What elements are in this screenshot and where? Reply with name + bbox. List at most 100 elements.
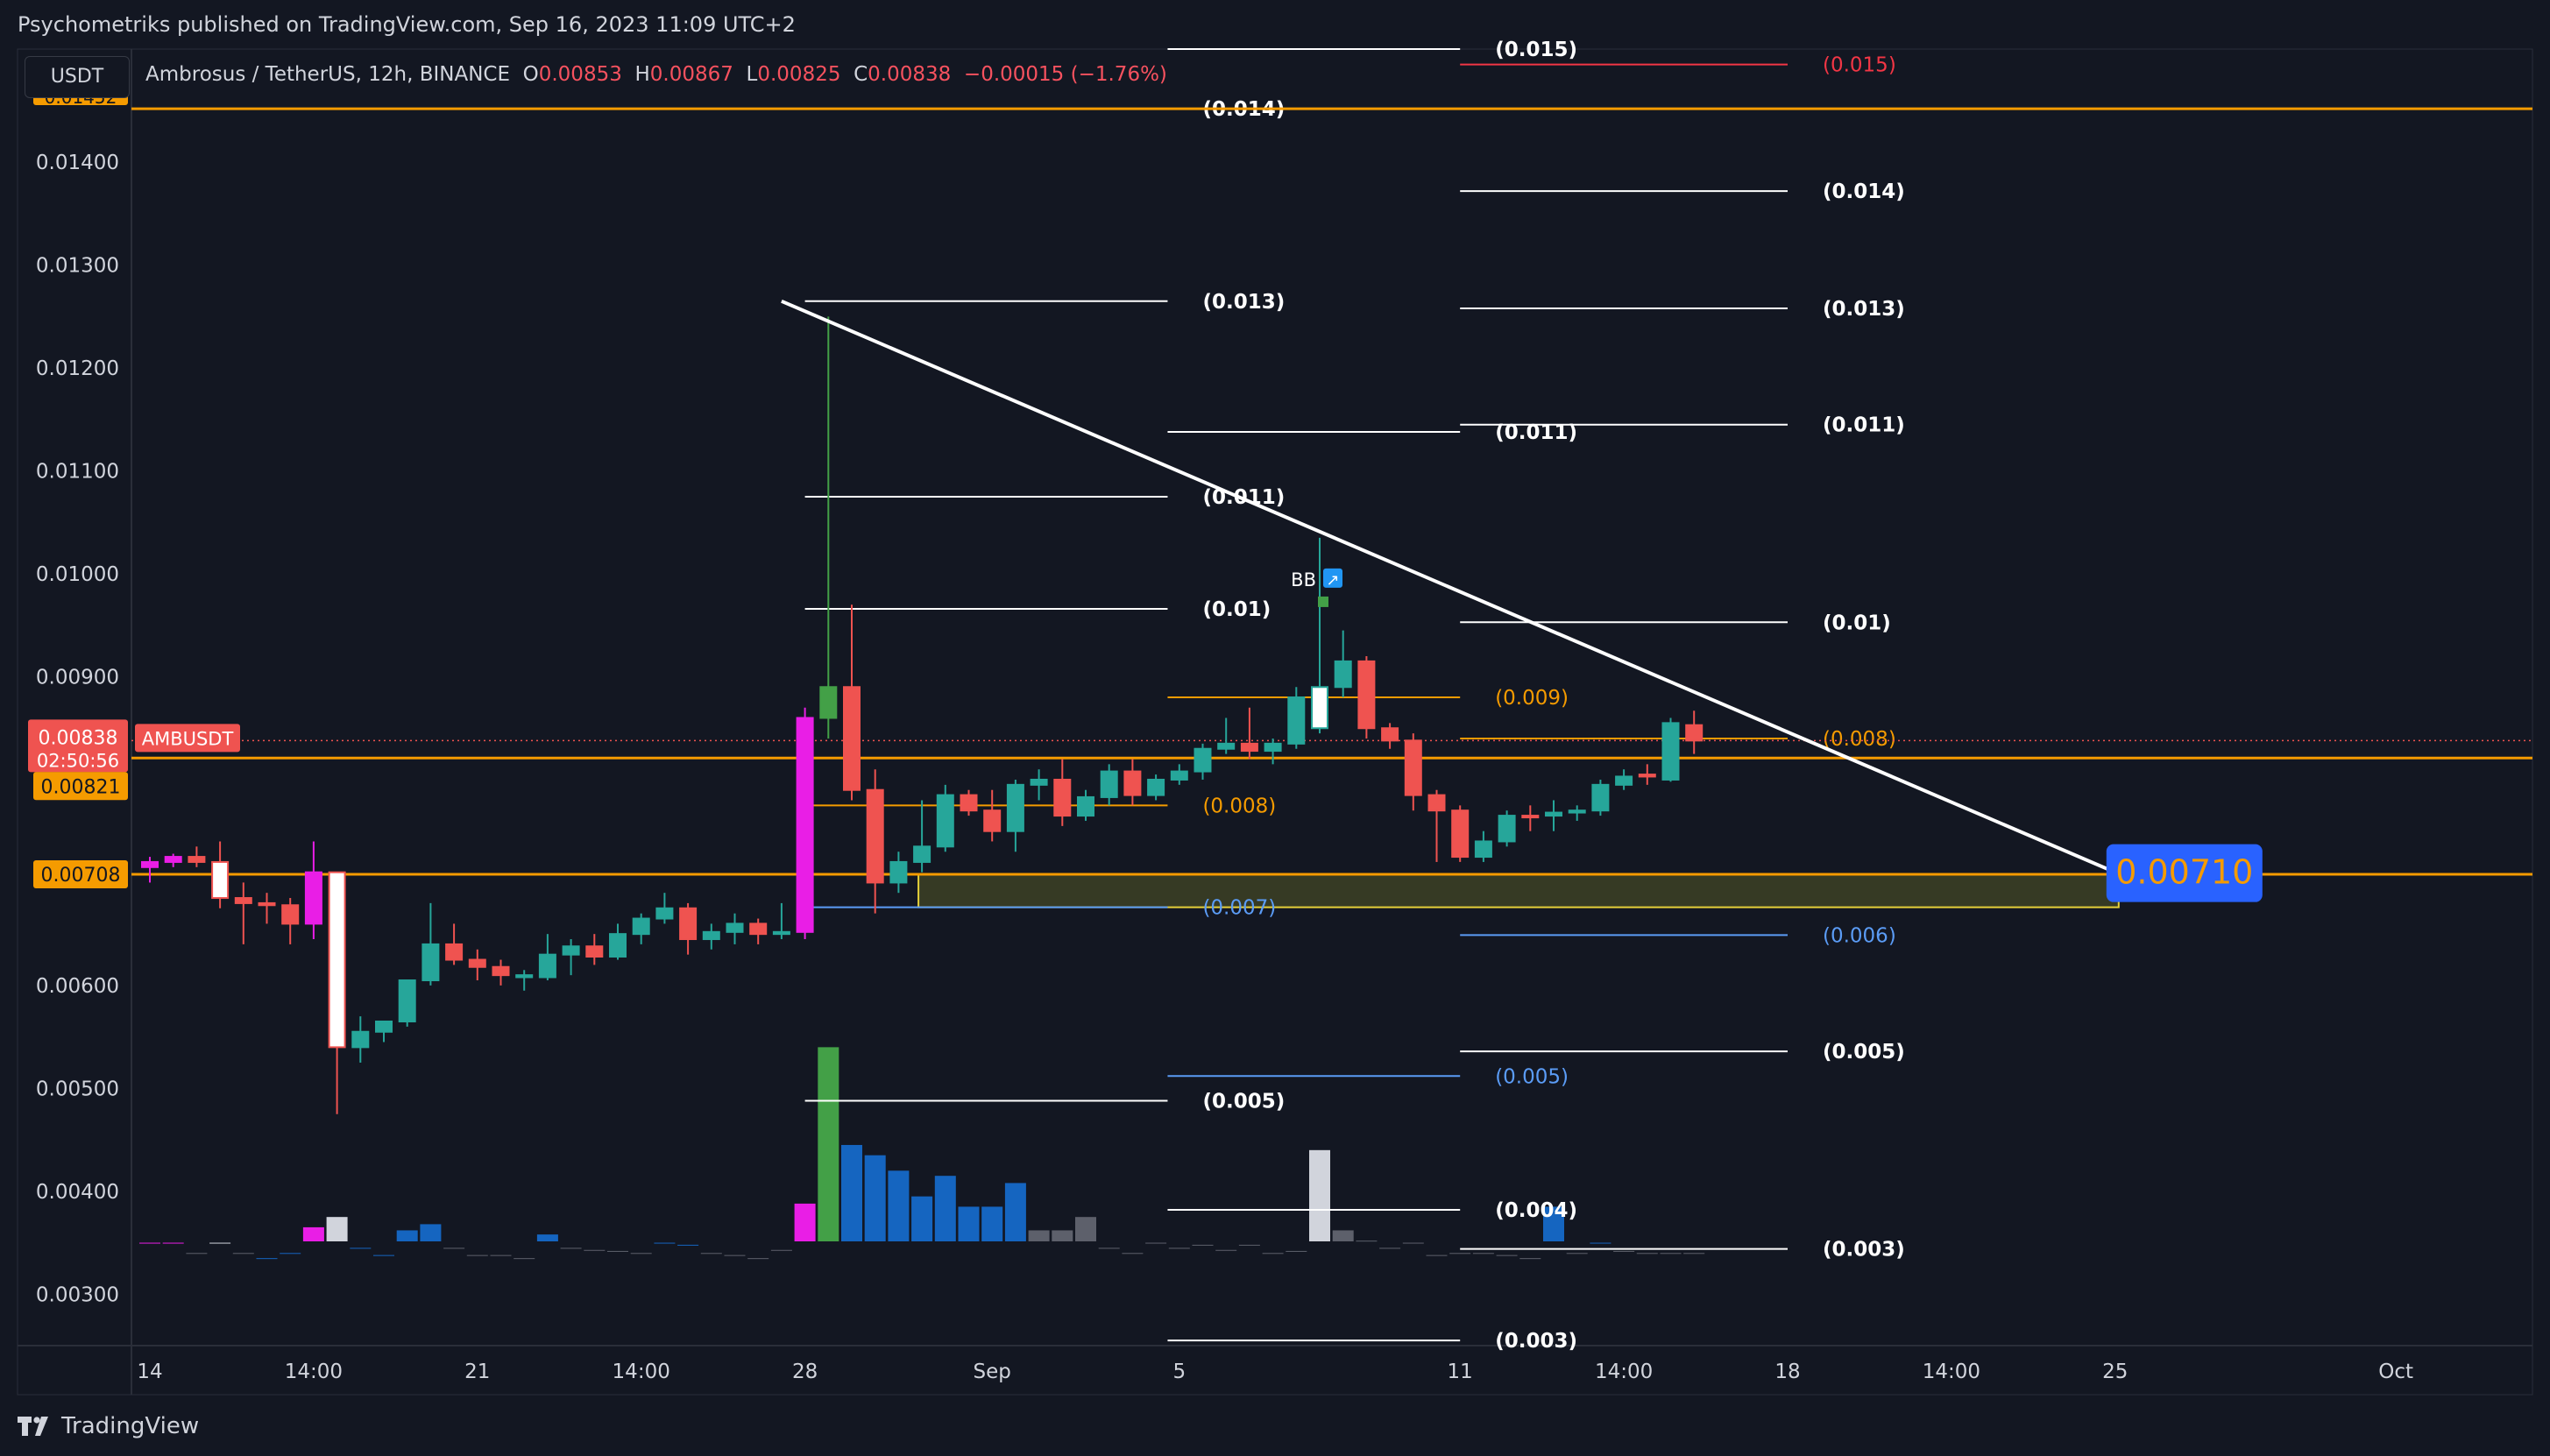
volume-bar bbox=[139, 1242, 160, 1244]
currency-selector[interactable]: USDT bbox=[25, 56, 130, 98]
candle-body bbox=[585, 945, 604, 958]
volume-bar bbox=[1636, 1253, 1658, 1255]
volume-bar bbox=[934, 1176, 956, 1241]
candle-body bbox=[1170, 770, 1188, 781]
y-tick-label: 0.01200 bbox=[36, 357, 119, 380]
currency-label: USDT bbox=[50, 66, 104, 88]
candle-body bbox=[1521, 815, 1540, 819]
fib-level-label: (0.01) bbox=[1823, 611, 1891, 634]
volume-bar bbox=[1286, 1250, 1307, 1252]
x-tick-label: 14:00 bbox=[1595, 1361, 1653, 1383]
candle-body bbox=[1053, 778, 1072, 817]
fib-level-label: (0.011) bbox=[1823, 414, 1905, 437]
candle-body bbox=[983, 809, 1002, 832]
x-tick-label: Oct bbox=[2378, 1361, 2413, 1383]
candle-body bbox=[632, 917, 650, 936]
candle-body bbox=[889, 860, 908, 884]
volume-bar bbox=[1309, 1149, 1330, 1241]
y-tick-label: 0.01100 bbox=[36, 461, 119, 484]
candle-body bbox=[843, 686, 861, 791]
candle-body bbox=[726, 922, 744, 933]
tradingview-logo[interactable]: TradingView bbox=[18, 1412, 199, 1440]
volume-bar bbox=[1052, 1230, 1073, 1241]
volume-bar bbox=[1004, 1183, 1026, 1241]
volume-bar bbox=[443, 1247, 465, 1249]
fib-level-label: (0.005) bbox=[1202, 1090, 1285, 1113]
target-price-badge bbox=[2106, 844, 2263, 902]
volume-bar bbox=[1379, 1247, 1401, 1249]
volume-bar bbox=[232, 1253, 254, 1255]
volume-bar bbox=[1098, 1247, 1120, 1249]
legend-o-label: O bbox=[522, 63, 539, 86]
candle-body bbox=[1240, 742, 1258, 753]
symbol-badge bbox=[135, 724, 240, 753]
x-tick-label: 28 bbox=[792, 1361, 818, 1383]
y-tick-label: 0.00400 bbox=[36, 1181, 119, 1204]
signal-marker: BB ↗ bbox=[1291, 568, 1342, 607]
fib-level-label: (0.008) bbox=[1202, 795, 1276, 817]
volume-bar bbox=[1472, 1253, 1494, 1255]
candle-body bbox=[772, 930, 790, 936]
x-tick-label: 14:00 bbox=[285, 1361, 343, 1383]
trendline-group bbox=[781, 299, 2116, 874]
fib-level-label: (0.004) bbox=[1495, 1199, 1577, 1222]
x-tick-label: 14:00 bbox=[1923, 1361, 1980, 1383]
volume-bar bbox=[373, 1255, 394, 1256]
candle-body bbox=[1427, 794, 1446, 812]
volume-bar bbox=[1402, 1242, 1424, 1244]
candle-body bbox=[1404, 739, 1422, 796]
legend-c-value: 0.00838 bbox=[868, 63, 952, 86]
volume-bar bbox=[1075, 1217, 1096, 1241]
candle-body bbox=[304, 871, 322, 925]
candle-body bbox=[679, 907, 698, 941]
legend-l-label: L bbox=[746, 63, 758, 86]
candle-body bbox=[1568, 809, 1586, 814]
signal-arrow-glyph: ↗ bbox=[1326, 571, 1339, 590]
candle-body bbox=[234, 897, 252, 904]
candle-body bbox=[492, 965, 510, 977]
fib-level-label: (0.013) bbox=[1823, 298, 1905, 321]
volume-bar bbox=[1683, 1253, 1705, 1255]
candle-body bbox=[281, 904, 300, 925]
candle-body bbox=[141, 860, 159, 868]
y-tick-label: 0.01300 bbox=[36, 255, 119, 278]
candle-body bbox=[702, 930, 720, 941]
x-tick-label: 14 bbox=[137, 1361, 162, 1383]
x-tick-label: 21 bbox=[464, 1361, 490, 1383]
candle-body bbox=[609, 933, 627, 958]
volume-bar bbox=[1192, 1244, 1214, 1246]
fib-level-label: (0.013) bbox=[1202, 291, 1285, 314]
volume-bar bbox=[1145, 1242, 1167, 1244]
candle-body bbox=[211, 860, 230, 900]
fib-level-label: (0.009) bbox=[1495, 687, 1569, 710]
volume-bar bbox=[630, 1253, 652, 1255]
y-tick-label: 0.01000 bbox=[36, 563, 119, 586]
symbol-label: AMBUSDT bbox=[142, 728, 234, 749]
candle-body bbox=[1661, 722, 1680, 781]
candle-body bbox=[1381, 727, 1399, 742]
candle-body bbox=[1194, 747, 1212, 773]
legend-o-value: 0.00853 bbox=[538, 63, 622, 86]
candle-body bbox=[164, 856, 182, 863]
publish-info: Psychometriks published on TradingView.c… bbox=[18, 12, 796, 37]
volume-bar bbox=[256, 1258, 278, 1260]
volume-bar bbox=[1168, 1247, 1190, 1249]
volume-bar bbox=[162, 1242, 184, 1244]
candle-body bbox=[913, 845, 931, 863]
fib-level-label: (0.008) bbox=[1823, 728, 1896, 751]
volume-bar bbox=[1028, 1230, 1050, 1241]
fib-level-label: (0.006) bbox=[1823, 924, 1896, 947]
volume-bar bbox=[514, 1258, 535, 1260]
candle-body bbox=[1451, 809, 1470, 859]
support-zone bbox=[917, 873, 2120, 908]
volume-bar bbox=[818, 1047, 839, 1241]
upper-level-badge bbox=[33, 772, 128, 801]
volume-bar bbox=[958, 1206, 980, 1241]
bar-countdown-label: 02:50:56 bbox=[37, 750, 119, 771]
y-tick-label: 0.00600 bbox=[36, 975, 119, 998]
tradingview-logo-icon bbox=[18, 1417, 48, 1436]
y-tick-label: 0.01400 bbox=[36, 152, 119, 174]
volume-bar bbox=[186, 1253, 208, 1255]
volume-bar bbox=[654, 1242, 676, 1244]
